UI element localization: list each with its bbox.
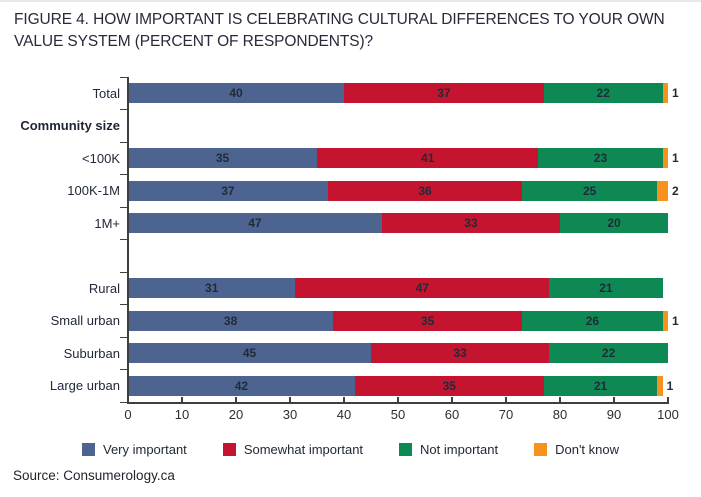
legend-item: Very important (81, 442, 187, 457)
x-axis-tick (451, 397, 453, 402)
bar-segment-don-t-know (657, 180, 668, 201)
bar-segment-somewhat-important: 41 (317, 148, 539, 169)
bar-segment-not-important: 25 (522, 180, 658, 201)
category-label: Suburban (63, 345, 120, 361)
legend-swatch-icon (534, 443, 548, 456)
category-label: <100K (82, 150, 120, 166)
legend-item: Don't know (534, 442, 619, 457)
bar-value-outside: 2 (672, 183, 679, 198)
bar-segment-somewhat-important: 35 (354, 375, 544, 396)
legend-label: Don't know (555, 442, 619, 457)
legend-item: Not important (399, 442, 498, 457)
bar-segment-not-important: 22 (549, 343, 668, 364)
legend-swatch-icon (222, 443, 236, 456)
bar-segment-very-important: 40 (128, 83, 344, 104)
x-axis-tick-label: 80 (552, 407, 568, 422)
bar-value-outside: 1 (672, 313, 679, 328)
bar-segment-not-important: 22 (543, 83, 663, 104)
bar-segment-not-important: 21 (543, 375, 658, 396)
x-axis-tick (505, 397, 507, 402)
bar-segment-not-important: 26 (522, 310, 663, 331)
x-axis-line (127, 402, 669, 404)
x-axis-tick-label: 30 (282, 407, 298, 422)
x-axis-tick (343, 397, 345, 402)
legend-label: Somewhat important (243, 442, 364, 457)
x-axis-tick-label: 0 (124, 407, 132, 422)
x-axis-tick (235, 397, 237, 402)
y-axis-tick (120, 206, 128, 208)
bar-segment-don-t-know (657, 375, 663, 396)
y-axis-tick (120, 369, 128, 371)
x-axis-tick (127, 397, 129, 402)
x-axis-tick (181, 397, 183, 402)
x-axis-tick (289, 397, 291, 402)
bar-segment-somewhat-important: 35 (333, 310, 523, 331)
x-axis-tick-label: 90 (606, 407, 622, 422)
y-axis-tick (120, 401, 128, 403)
y-axis-tick (120, 76, 128, 78)
x-axis-tick-label: 40 (336, 407, 352, 422)
x-axis-tick (667, 397, 669, 402)
category-label: 1M+ (94, 215, 120, 231)
bar-segment-somewhat-important: 36 (327, 180, 523, 201)
category-label: Total (92, 85, 120, 101)
y-axis-tick (120, 304, 128, 306)
x-axis-tick-label: 10 (174, 407, 190, 422)
bar-segment-very-important: 31 (128, 278, 296, 299)
bar-segment-somewhat-important: 33 (381, 213, 560, 234)
bar-segment-don-t-know (662, 148, 668, 169)
y-axis-tick (120, 141, 128, 143)
category-label: Small urban (50, 313, 120, 329)
bar-segment-somewhat-important: 33 (371, 343, 550, 364)
legend-item: Somewhat important (222, 442, 364, 457)
bar-segment-very-important: 37 (128, 180, 328, 201)
y-axis-tick (120, 271, 128, 273)
y-axis-tick (120, 109, 128, 111)
legend-label: Very important (102, 442, 187, 457)
y-axis-tick (120, 239, 128, 241)
bar-segment-not-important: 20 (560, 213, 668, 234)
group-header-label: Community size (20, 118, 120, 134)
bar-segment-not-important: 21 (549, 278, 663, 299)
category-label: 100K-1M (67, 183, 120, 199)
y-axis-tick (120, 174, 128, 176)
y-axis-tick (120, 336, 128, 338)
x-axis-tick-label: 60 (444, 407, 460, 422)
bar-segment-don-t-know (662, 83, 668, 104)
figure-title: FIGURE 4. HOW IMPORTANT IS CELEBRATING C… (14, 11, 665, 50)
category-label: Rural (88, 280, 120, 296)
legend-swatch-icon (399, 443, 413, 456)
x-axis-tick (559, 397, 561, 402)
x-axis-tick-label: 70 (498, 407, 514, 422)
bar-segment-not-important: 23 (538, 148, 663, 169)
category-label: Large urban (49, 378, 120, 394)
x-axis-tick-label: 20 (228, 407, 244, 422)
bar-segment-somewhat-important: 47 (295, 278, 550, 299)
x-axis-tick-label: 50 (390, 407, 406, 422)
bar-segment-very-important: 47 (128, 213, 382, 234)
bar-value-outside: 1 (672, 151, 679, 166)
legend-label: Not important (420, 442, 499, 457)
x-axis-tick (397, 397, 399, 402)
x-axis-tick (613, 397, 615, 402)
bar-value-outside: 1 (672, 86, 679, 101)
bar-segment-very-important: 45 (128, 343, 371, 364)
bar-segment-somewhat-important: 37 (344, 83, 544, 104)
source-text: Source: Consumerology.ca (13, 468, 175, 483)
chart-legend: Very important Somewhat important Not impo… (0, 442, 701, 457)
bar-segment-don-t-know (662, 310, 668, 331)
bar-segment-very-important: 38 (128, 310, 334, 331)
bar-segment-very-important: 42 (128, 375, 355, 396)
legend-swatch-icon (81, 443, 95, 456)
bar-segment-very-important: 35 (128, 148, 317, 169)
x-axis-tick-label: 100 (657, 407, 679, 422)
bar-value-outside: 1 (666, 378, 674, 393)
